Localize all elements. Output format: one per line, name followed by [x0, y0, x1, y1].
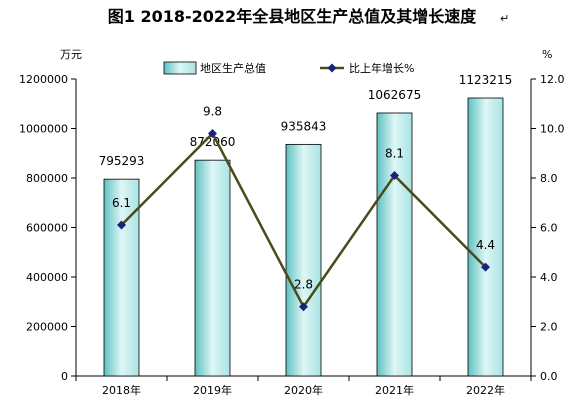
left-axis: 0 200000 400000 600000 800000 1000000 1200000	[19, 73, 77, 383]
bar-value-label: 1123215	[459, 73, 512, 87]
title-return-mark: ↵	[500, 12, 509, 25]
left-axis-tick-label: 600000	[26, 222, 68, 235]
line-value-label: 9.8	[203, 104, 222, 118]
left-axis-tick-label: 800000	[26, 172, 68, 185]
bar-value-label: 795293	[99, 154, 145, 168]
bar	[467, 97, 504, 377]
x-axis-tick-label: 2018年	[102, 383, 141, 397]
left-axis-tick-label: 400000	[26, 271, 68, 284]
bar	[285, 143, 322, 377]
x-axis-tick-label: 2019年	[193, 383, 232, 397]
line-point	[117, 220, 126, 230]
legend-bar-label: 地区生产总值	[200, 61, 266, 75]
right-axis-tick-label: 4.0	[540, 271, 558, 284]
chart-title: 图1 2018-2022年全县地区生产总值及其增长速度	[108, 7, 477, 26]
left-axis-tick-label: 1000000	[19, 123, 68, 136]
line-series: 6.1 9.8 2.8 8.1 4.4	[112, 104, 495, 312]
bar	[376, 112, 413, 377]
x-axis-tick-label: 2022年	[466, 383, 505, 397]
legend-line-marker	[327, 63, 337, 73]
x-axis: 2018年 2019年 2020年 2021年 2022年	[75, 375, 532, 397]
line-point	[208, 128, 217, 138]
line-value-label: 4.4	[476, 238, 495, 252]
left-axis-unit: 万元	[60, 48, 82, 61]
right-axis-tick-label: 8.0	[540, 172, 558, 185]
left-axis-tick-label: 1200000	[19, 73, 68, 86]
x-axis-tick-label: 2020年	[284, 383, 323, 397]
right-axis-unit: %	[542, 48, 552, 61]
right-axis-tick-label: 6.0	[540, 222, 558, 235]
right-axis-tick-label: 12.0	[540, 73, 565, 86]
line-point	[299, 302, 308, 312]
bar-value-label: 935843	[281, 119, 327, 133]
legend-bar-swatch	[163, 61, 197, 75]
line-value-label: 8.1	[385, 147, 404, 161]
bar-value-label: 1062675	[368, 88, 421, 102]
left-axis-tick-label: 0	[61, 370, 68, 383]
right-axis-tick-label: 10.0	[540, 123, 565, 136]
line-value-label: 2.8	[294, 278, 313, 292]
legend-line-label: 比上年增长%	[349, 61, 414, 75]
legend: 地区生产总值 比上年增长%	[163, 61, 414, 75]
line-point	[390, 171, 399, 181]
right-axis: 0.0 2.0 4.0 6.0 8.0 10.0 12.0	[530, 73, 565, 383]
right-axis-tick-label: 2.0	[540, 321, 558, 334]
right-axis-tick-label: 0.0	[540, 370, 558, 383]
line-value-label: 6.1	[112, 196, 131, 210]
x-axis-tick-label: 2021年	[375, 383, 414, 397]
bar-series	[103, 97, 504, 377]
line-point	[481, 262, 490, 272]
bar	[194, 159, 231, 377]
left-axis-tick-label: 200000	[26, 321, 68, 334]
